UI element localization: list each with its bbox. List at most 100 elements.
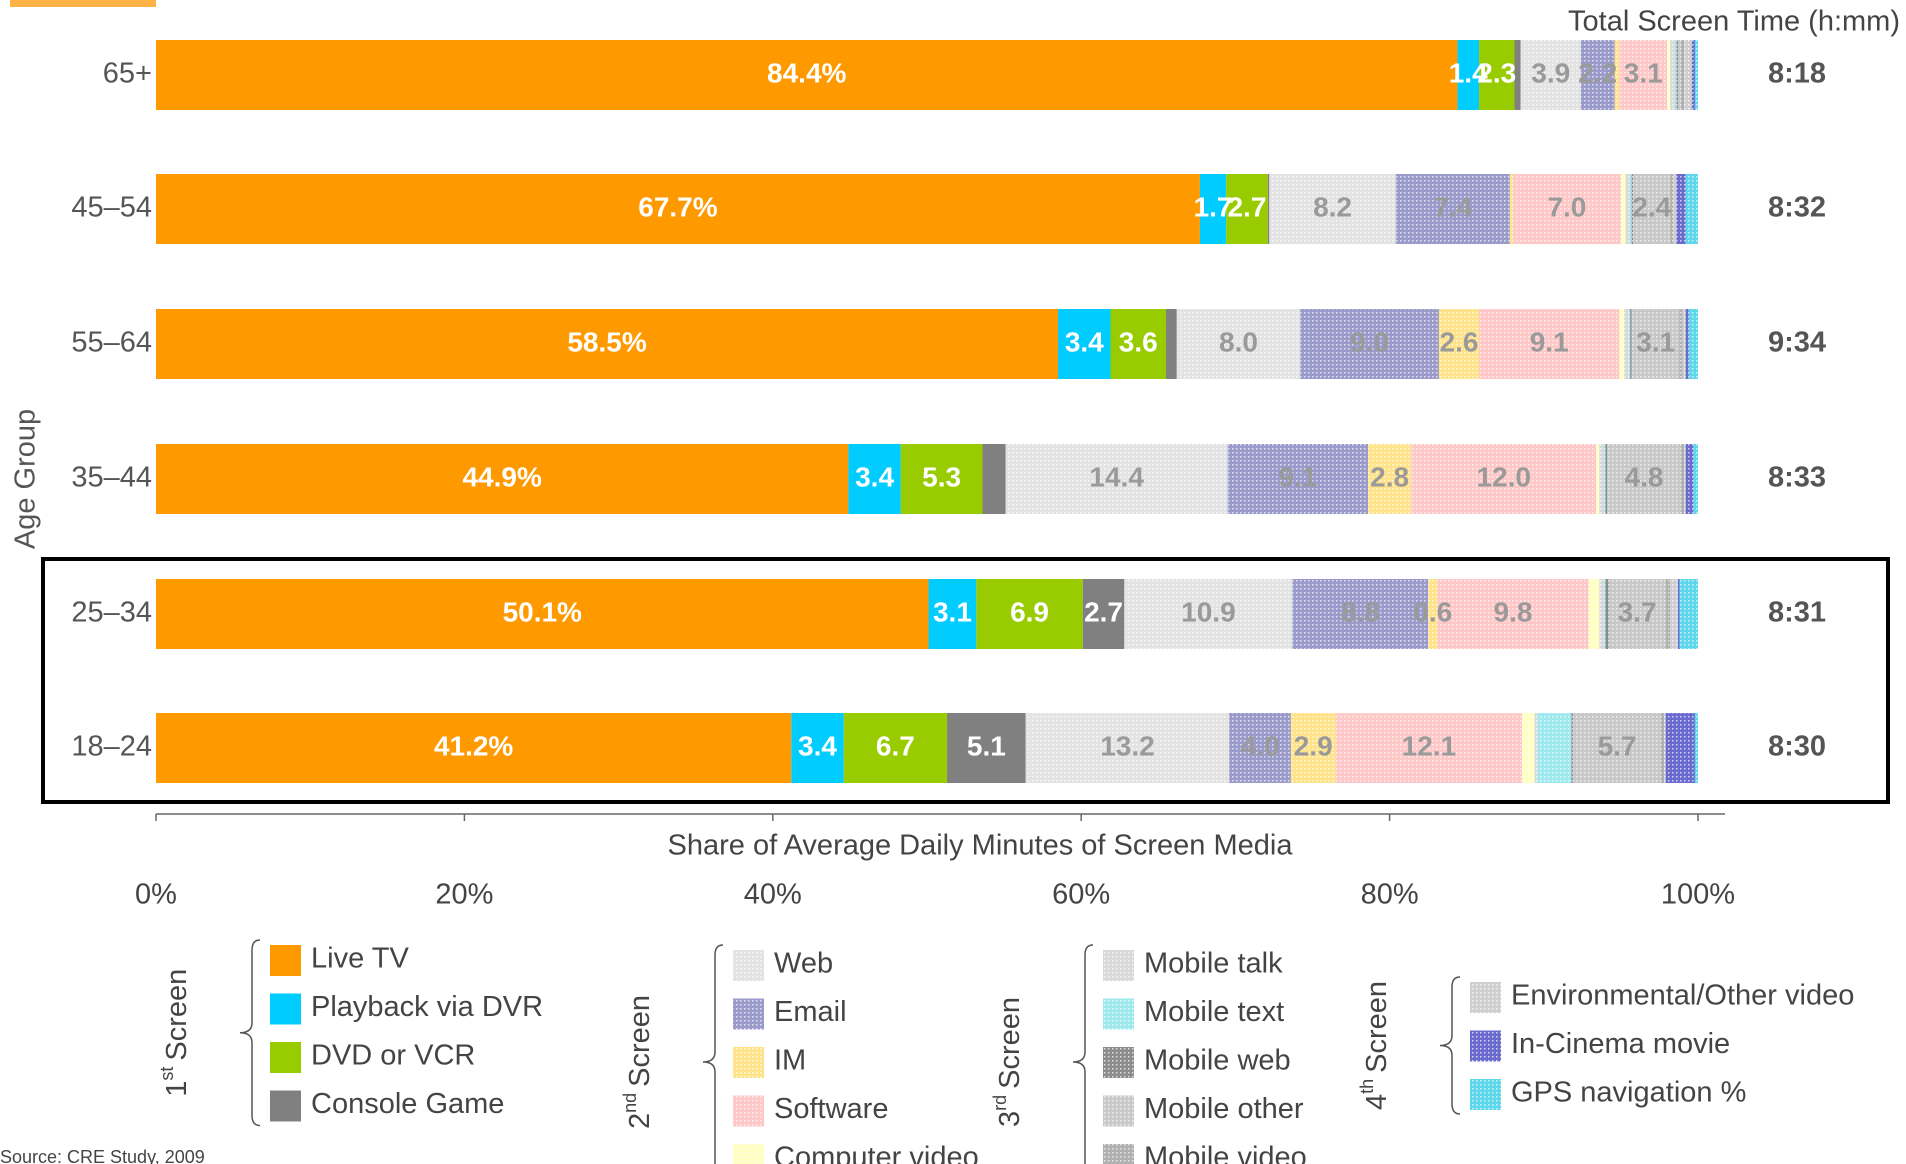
- bar-segment: [1625, 174, 1631, 244]
- bar-segment: [1619, 309, 1624, 379]
- data-label: 9.0: [1350, 326, 1389, 357]
- bar-segment: [1681, 40, 1685, 110]
- data-label: 6.9: [1010, 596, 1049, 627]
- bar-segment: [1676, 40, 1678, 110]
- legend-group-label: 1st Screen: [157, 969, 193, 1097]
- bar-segment: [1599, 444, 1604, 514]
- data-label: 2.8: [1370, 461, 1409, 492]
- bar-segment: [1608, 579, 1666, 649]
- bar-segment: [1603, 444, 1606, 514]
- bar-segment: [1685, 444, 1694, 514]
- bar-segment: [1124, 579, 1293, 649]
- legend-label: Environmental/Other video: [1511, 980, 1854, 1012]
- data-label: 7.4: [1433, 191, 1472, 222]
- group-word: Screen: [161, 969, 193, 1061]
- bar-segment: [1368, 444, 1412, 514]
- category-label: 45–54: [71, 192, 152, 224]
- bar-segment: [1292, 579, 1429, 649]
- bar-segment: [928, 579, 977, 649]
- legend-label: Mobile talk: [1144, 948, 1283, 980]
- category-label: 18–24: [71, 731, 152, 763]
- data-label: 67.7%: [638, 191, 717, 222]
- legend-brace: [702, 944, 724, 1164]
- bar-segment: [1665, 579, 1671, 649]
- data-label: 3.1: [933, 596, 972, 627]
- source: Source: CRE Study, 2009: [0, 1147, 205, 1164]
- bar-segment: [1580, 40, 1615, 110]
- category-label: 55–64: [71, 327, 152, 359]
- data-label: 50.1%: [503, 596, 582, 627]
- data-label: 10.9: [1181, 596, 1236, 627]
- bar-segment: [1664, 713, 1666, 783]
- bar-segment: [156, 309, 1059, 379]
- bar-segment: [1667, 40, 1671, 110]
- legend-brace: [239, 939, 261, 1127]
- x-tick-label: 80%: [1361, 879, 1419, 911]
- group-ordinal: 2: [624, 1113, 656, 1129]
- legend-swatch: [1103, 950, 1134, 981]
- bar-segment: [791, 713, 844, 783]
- group-ordinal-suffix: rd: [990, 1095, 1010, 1111]
- group-ordinal-suffix: th: [1357, 1079, 1377, 1094]
- bar-segment: [1605, 444, 1608, 514]
- data-label: 4.8: [1625, 461, 1664, 492]
- bar-segment: [1300, 309, 1439, 379]
- legend-swatch: [270, 1042, 301, 1073]
- total-label: 8:30: [1768, 731, 1826, 763]
- legend-swatch: [270, 1090, 301, 1122]
- data-label: 13.2: [1100, 730, 1155, 761]
- bar-segment: [156, 713, 792, 783]
- bar-segment: [1679, 309, 1683, 379]
- bar-segment: [1619, 40, 1668, 110]
- bar-segment: [1631, 309, 1680, 379]
- bar-segment: [156, 444, 849, 514]
- legend-swatch: [1470, 1030, 1501, 1062]
- data-label: 12.0: [1476, 461, 1531, 492]
- data-label: 7.0: [1547, 191, 1586, 222]
- bar-segment: [1633, 174, 1671, 244]
- bar-segment: [1630, 174, 1632, 244]
- bar-segment: [1685, 174, 1698, 244]
- data-label: 8.0: [1219, 326, 1258, 357]
- bar-segment: [1693, 444, 1698, 514]
- legend-label: Email: [774, 996, 847, 1028]
- bar-segment: [1679, 579, 1698, 649]
- group-word: Screen: [1361, 981, 1393, 1073]
- legend-swatch: [733, 1144, 764, 1164]
- data-label: 2.2: [1578, 57, 1617, 88]
- legend-swatch: [1103, 1095, 1134, 1127]
- legend-label: DVD or VCR: [311, 1040, 475, 1072]
- data-label: 44.9%: [462, 461, 541, 492]
- bar-segment: [1522, 713, 1535, 783]
- legend-label: Console Game: [311, 1088, 504, 1120]
- group-word: Screen: [994, 997, 1026, 1089]
- bar-segment: [1411, 444, 1597, 514]
- x-axis-label: Share of Average Daily Minutes of Screen…: [668, 830, 1294, 862]
- total-label: 8:33: [1768, 462, 1826, 494]
- legend-group-label: 4th Screen: [1357, 981, 1393, 1110]
- bar-segment: [1199, 174, 1227, 244]
- legend-swatch: [270, 993, 301, 1025]
- bar-segment: [1665, 713, 1695, 783]
- category-label: 35–44: [71, 462, 152, 494]
- bar-segment: [1267, 174, 1270, 244]
- total-label: 8:18: [1768, 58, 1826, 90]
- bar-segment: [1677, 40, 1682, 110]
- legend-label: Mobile other: [1144, 1093, 1304, 1125]
- bar-segment: [1670, 174, 1674, 244]
- bar-segment: [947, 713, 1026, 783]
- bar-segment: [1685, 309, 1689, 379]
- bar-segment: [1514, 40, 1521, 110]
- bar-segment: [1670, 579, 1678, 649]
- bar-segment: [156, 40, 1458, 110]
- data-label: 3.6: [1119, 326, 1158, 357]
- data-label: 12.1: [1402, 730, 1457, 761]
- data-label: 4.0: [1241, 730, 1280, 761]
- bar-segment: [1437, 579, 1589, 649]
- bar-segment: [1428, 579, 1438, 649]
- data-label: 9.1: [1530, 326, 1569, 357]
- legend-brace: [1072, 944, 1094, 1164]
- data-label: 5.1: [967, 730, 1006, 761]
- legend-swatch: [733, 950, 764, 981]
- data-label: 9.8: [1493, 596, 1532, 627]
